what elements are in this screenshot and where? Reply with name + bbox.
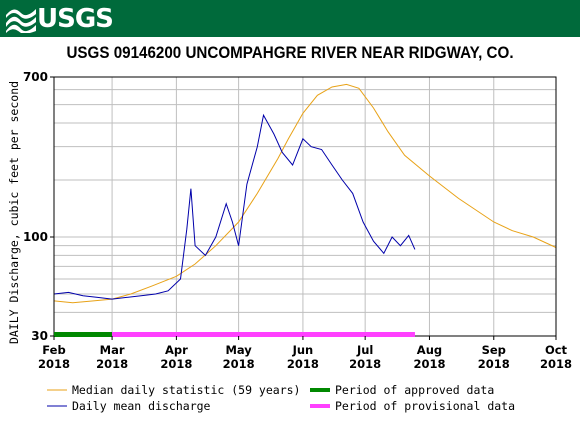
provisional-period-bar [112, 332, 415, 337]
y-axis-ticks: 30 100 700 [23, 70, 54, 343]
legend-label: Period of approved data [335, 383, 494, 397]
usgs-header-bar [0, 0, 580, 37]
x-tick-label-year: 2018 [160, 357, 192, 371]
logo-text: USGS [37, 4, 114, 34]
usgs-logo[interactable]: USGS [6, 4, 114, 34]
x-tick-label-month: Jul [356, 343, 373, 357]
legend-label: Median daily statistic (59 years) [72, 383, 300, 397]
x-tick-label-year: 2018 [540, 357, 572, 371]
legend-label: Period of provisional data [335, 399, 515, 413]
y-tick-label: 700 [23, 70, 48, 84]
period-bars [54, 332, 415, 337]
x-tick-label-month: Aug [417, 343, 442, 357]
x-tick-label-year: 2018 [38, 357, 70, 371]
usgs-wave-icon [6, 9, 36, 33]
x-tick-label-year: 2018 [349, 357, 381, 371]
x-tick-label-month: Mar [100, 343, 125, 357]
daily-mean-series-line [53, 113, 416, 300]
chart-series [53, 83, 557, 304]
x-axis-ticks: Feb2018Mar2018Apr2018May2018Jun2018Jul20… [38, 336, 572, 371]
x-tick-label-month: May [225, 343, 252, 357]
legend-provisional: Period of provisional data [310, 399, 515, 413]
legend-median: Median daily statistic (59 years) [47, 383, 300, 397]
x-tick-label-month: Oct [545, 343, 568, 357]
y-tick-label: 30 [31, 329, 48, 343]
x-tick-label-year: 2018 [96, 357, 128, 371]
x-tick-label-year: 2018 [287, 357, 319, 371]
median-series-line [53, 83, 557, 304]
y-tick-label: 100 [23, 230, 48, 244]
x-tick-label-month: Sep [482, 343, 506, 357]
x-tick-label-month: Jun [292, 343, 314, 357]
y-axis-label: DAILY Discharge, cubic feet per second [7, 81, 21, 344]
legend-label: Daily mean discharge [72, 399, 211, 413]
chart-title: USGS 09146200 UNCOMPAHGRE RIVER NEAR RID… [66, 44, 514, 62]
legend-approved: Period of approved data [310, 383, 494, 397]
x-tick-label-year: 2018 [413, 357, 445, 371]
legend: Median daily statistic (59 years) Daily m… [47, 383, 515, 413]
approved-period-bar [54, 332, 113, 337]
legend-daily-mean: Daily mean discharge [47, 399, 211, 413]
x-tick-label-month: Apr [165, 343, 188, 357]
x-tick-label-year: 2018 [478, 357, 510, 371]
x-tick-label-year: 2018 [223, 357, 255, 371]
x-tick-label-month: Feb [42, 343, 65, 357]
